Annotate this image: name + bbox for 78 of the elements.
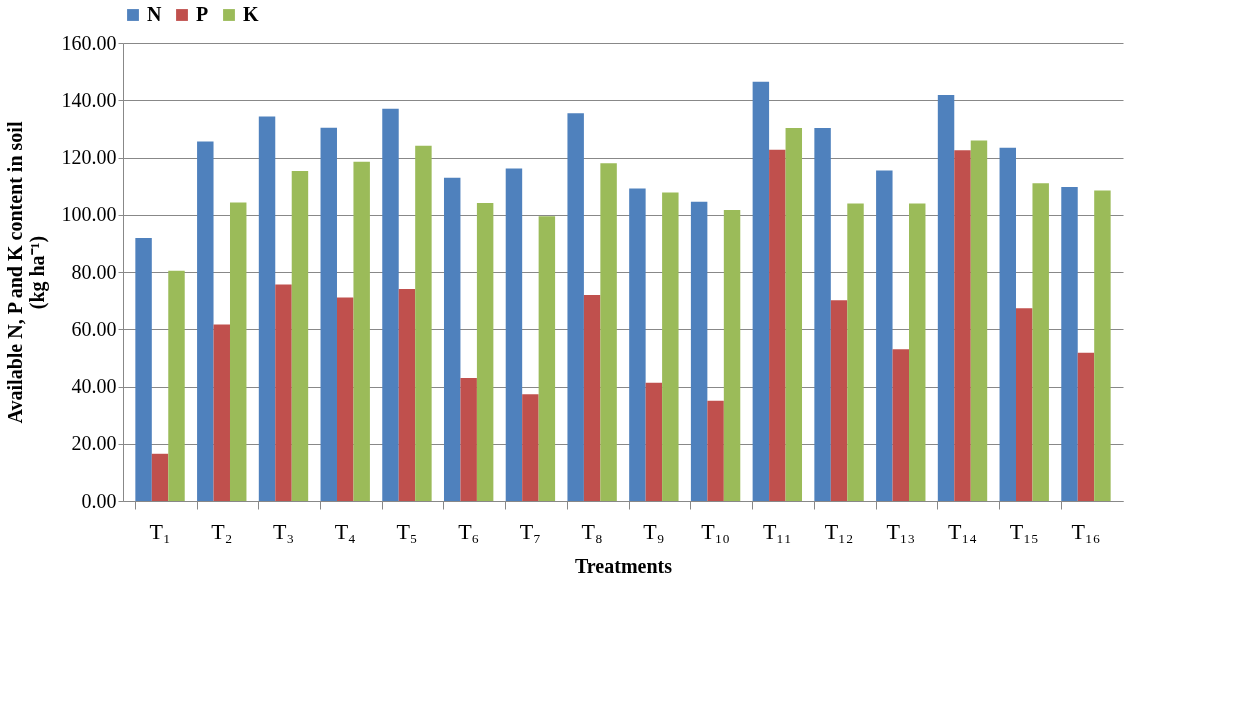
x-tick-label: T₃	[272, 518, 295, 544]
bar	[830, 300, 848, 501]
bar	[230, 202, 247, 501]
bar	[600, 163, 617, 501]
bar	[135, 237, 152, 501]
bar	[1016, 308, 1033, 501]
bar	[213, 324, 230, 501]
bar	[291, 170, 309, 501]
bar	[567, 113, 584, 501]
x-tick-label: T₁₆	[1071, 518, 1101, 544]
legend-label: K	[243, 3, 259, 25]
y-tick-label: 0.00	[81, 489, 117, 512]
bar	[876, 170, 893, 501]
legend-label: P	[196, 3, 209, 25]
bar	[168, 270, 185, 501]
bar	[1094, 190, 1111, 501]
bar	[275, 284, 292, 501]
bar	[353, 161, 370, 501]
y-tick-label: 160.00	[61, 31, 117, 54]
legend-label: N	[147, 3, 162, 25]
bar	[723, 209, 741, 501]
x-tick-label: T₁	[149, 518, 171, 544]
bar	[785, 128, 803, 501]
bar	[382, 108, 399, 501]
bar	[999, 147, 1016, 501]
x-tick-label: T₇	[519, 518, 541, 544]
x-tick-label: T₅	[396, 518, 418, 544]
x-tick-label: T₁₀	[701, 518, 730, 544]
x-tick-label: T₁₁	[762, 518, 792, 544]
bar	[1077, 352, 1095, 501]
bar	[645, 382, 663, 501]
x-tick-label: T₆	[458, 518, 480, 544]
bar	[937, 95, 955, 501]
bar	[415, 145, 432, 501]
bar	[460, 377, 477, 501]
bar	[1061, 186, 1078, 501]
bar	[690, 201, 708, 501]
x-tick-label: T₉	[643, 518, 665, 544]
bar	[336, 297, 354, 501]
bar	[970, 140, 988, 501]
x-tick-label: T₁₃	[886, 518, 916, 544]
x-tick-label: T₈	[581, 518, 603, 544]
bar	[538, 216, 556, 501]
bar	[151, 453, 169, 501]
bar	[398, 288, 416, 501]
bar	[1032, 183, 1049, 501]
bar	[909, 203, 926, 501]
y-axis-title: Available N, P and K content in soil (kg ha⁻¹)	[3, 121, 49, 424]
bar	[522, 394, 539, 501]
y-tick-label: 120.00	[61, 146, 117, 168]
x-tick-label: T₂	[211, 518, 233, 544]
x-axis-title: Treatments	[574, 554, 673, 577]
bar	[662, 192, 679, 501]
y-tick-label: 100.00	[61, 203, 117, 226]
bar	[505, 168, 523, 501]
y-tick-label: 60.00	[71, 317, 117, 340]
bar	[752, 81, 770, 501]
bar	[258, 116, 276, 501]
y-tick-label: 80.00	[71, 260, 117, 283]
bar	[769, 149, 786, 501]
y-tick-label: 20.00	[71, 432, 117, 455]
y-tick-label: 40.00	[71, 375, 117, 397]
x-tick-label: T₁₂	[824, 518, 854, 544]
y-tick-label: 140.00	[61, 88, 117, 111]
bar	[476, 203, 494, 501]
bar	[847, 203, 864, 501]
bar	[629, 188, 646, 501]
bar	[707, 400, 724, 501]
bar	[583, 294, 601, 501]
x-tick-label: T₄	[334, 518, 356, 544]
bar	[443, 177, 461, 501]
bar	[197, 141, 214, 501]
x-tick-label: T₁₅	[1009, 518, 1039, 544]
x-tick-label: T₁₄	[948, 518, 977, 544]
bar	[814, 128, 831, 501]
bar	[954, 150, 971, 501]
bar	[320, 127, 337, 501]
bar	[892, 349, 910, 501]
